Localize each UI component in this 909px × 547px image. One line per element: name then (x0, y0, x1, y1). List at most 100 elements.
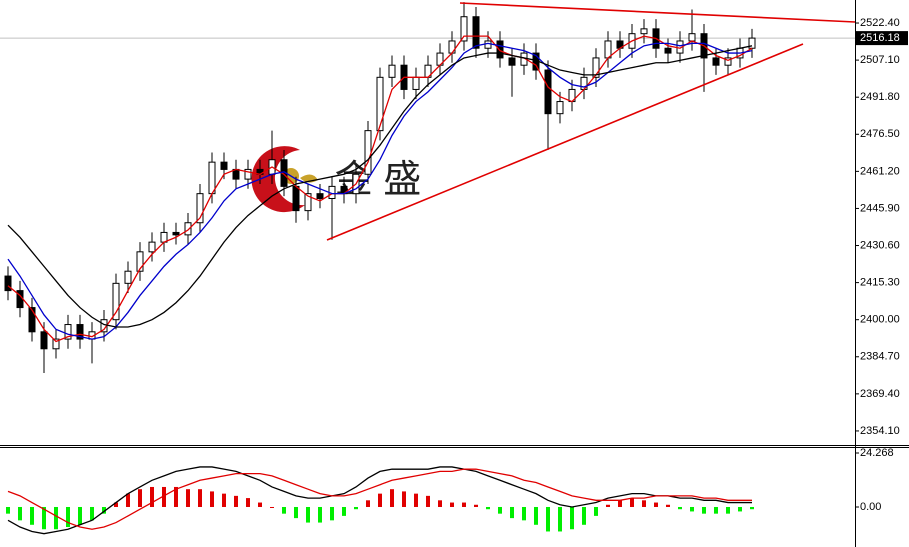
candle-body (136, 251, 144, 272)
histogram-bar (126, 493, 130, 507)
candle-body (124, 270, 132, 284)
logo-crescent (251, 146, 305, 213)
histogram-bar (570, 506, 574, 530)
histogram-bar (402, 491, 406, 507)
histogram-bar (246, 498, 250, 507)
histogram-bar (150, 486, 154, 507)
indicator-line (7, 466, 752, 535)
histogram-bar (90, 506, 94, 521)
indicator-line (7, 42, 753, 340)
histogram-bar (414, 493, 418, 507)
candle-body (244, 168, 252, 180)
histogram-bar (270, 506, 274, 508)
histogram-bar (654, 502, 658, 507)
y-tick-label: 2476.50 (860, 128, 900, 140)
histogram-bar (618, 500, 622, 507)
candle-body (448, 40, 456, 54)
y-tick-label: 2415.30 (860, 277, 900, 289)
histogram-bar (162, 486, 166, 507)
candle-body (184, 222, 192, 236)
histogram-bar (522, 506, 526, 521)
histogram-bar (294, 506, 298, 519)
candle-body (112, 282, 120, 321)
histogram-bar (54, 506, 58, 530)
candle-body (196, 193, 204, 224)
candle-body (376, 76, 384, 132)
current-price-label: 2516.18 (860, 32, 900, 44)
histogram-bar (366, 500, 370, 507)
candle-body (220, 161, 228, 170)
indicator-line (7, 45, 753, 328)
histogram-bar (534, 506, 538, 525)
candle-body (52, 338, 60, 350)
histogram-bar (222, 493, 226, 507)
histogram-bar (438, 500, 442, 507)
candle-body (148, 241, 156, 253)
candle-body (508, 57, 516, 66)
candle-body (640, 28, 648, 35)
histogram-bar (390, 489, 394, 507)
histogram-bar (138, 489, 142, 507)
candle-body (724, 57, 732, 66)
histogram-bar (558, 506, 562, 532)
y-tick-label: 24.268 (860, 447, 894, 459)
candle-body (472, 16, 480, 49)
y-tick-label: 2445.90 (860, 202, 900, 214)
y-tick-label: 2507.10 (860, 54, 900, 66)
histogram-bar (666, 504, 670, 507)
candle-body (76, 324, 84, 340)
histogram-bar (78, 506, 82, 525)
histogram-bar (546, 506, 550, 532)
candle-body (604, 40, 612, 59)
candle-body (556, 101, 564, 115)
current-price-box (856, 31, 908, 46)
candle-body (364, 130, 372, 175)
histogram-bar (318, 506, 322, 523)
histogram-bar (198, 489, 202, 507)
candle-body (460, 16, 468, 42)
histogram-bar (66, 506, 70, 528)
histogram-bar (234, 495, 238, 507)
histogram-bar (486, 506, 490, 510)
histogram-bar (450, 502, 454, 507)
histogram-bar (210, 491, 214, 507)
histogram-bar (582, 506, 586, 525)
histogram-bar (594, 506, 598, 516)
y-tick-label: 0.00 (860, 501, 881, 513)
histogram-bar (690, 506, 694, 512)
histogram-bar (354, 506, 358, 510)
histogram-bar (258, 502, 262, 507)
histogram-bar (306, 506, 310, 523)
y-tick-label: 2384.70 (860, 351, 900, 363)
candle-body (64, 324, 72, 340)
trend-line-upper (459, 2, 856, 23)
candle-body (292, 185, 300, 212)
indicator-line (7, 35, 753, 343)
histogram-bar (30, 506, 34, 525)
histogram-bar (714, 506, 718, 514)
candle-body (592, 57, 600, 78)
histogram-bar (186, 489, 190, 507)
candle-body (4, 275, 12, 292)
indicator-line (7, 468, 752, 530)
histogram-bar (606, 504, 610, 507)
histogram-bar (114, 502, 118, 507)
candle-body (496, 40, 504, 59)
histogram-bar (426, 495, 430, 507)
histogram-bar (342, 506, 346, 516)
candle-body (388, 64, 396, 78)
candle-body (40, 331, 48, 350)
histogram-bar (378, 493, 382, 507)
y-tick-label: 2369.40 (860, 388, 900, 400)
histogram-bar (282, 506, 286, 514)
y-tick-label: 2354.10 (860, 425, 900, 437)
histogram-bar (750, 506, 754, 510)
histogram-bar (102, 506, 106, 514)
histogram-bar (702, 506, 706, 514)
candle-body (544, 69, 552, 115)
trend-line-lower (326, 43, 804, 241)
histogram-bar (678, 506, 682, 510)
